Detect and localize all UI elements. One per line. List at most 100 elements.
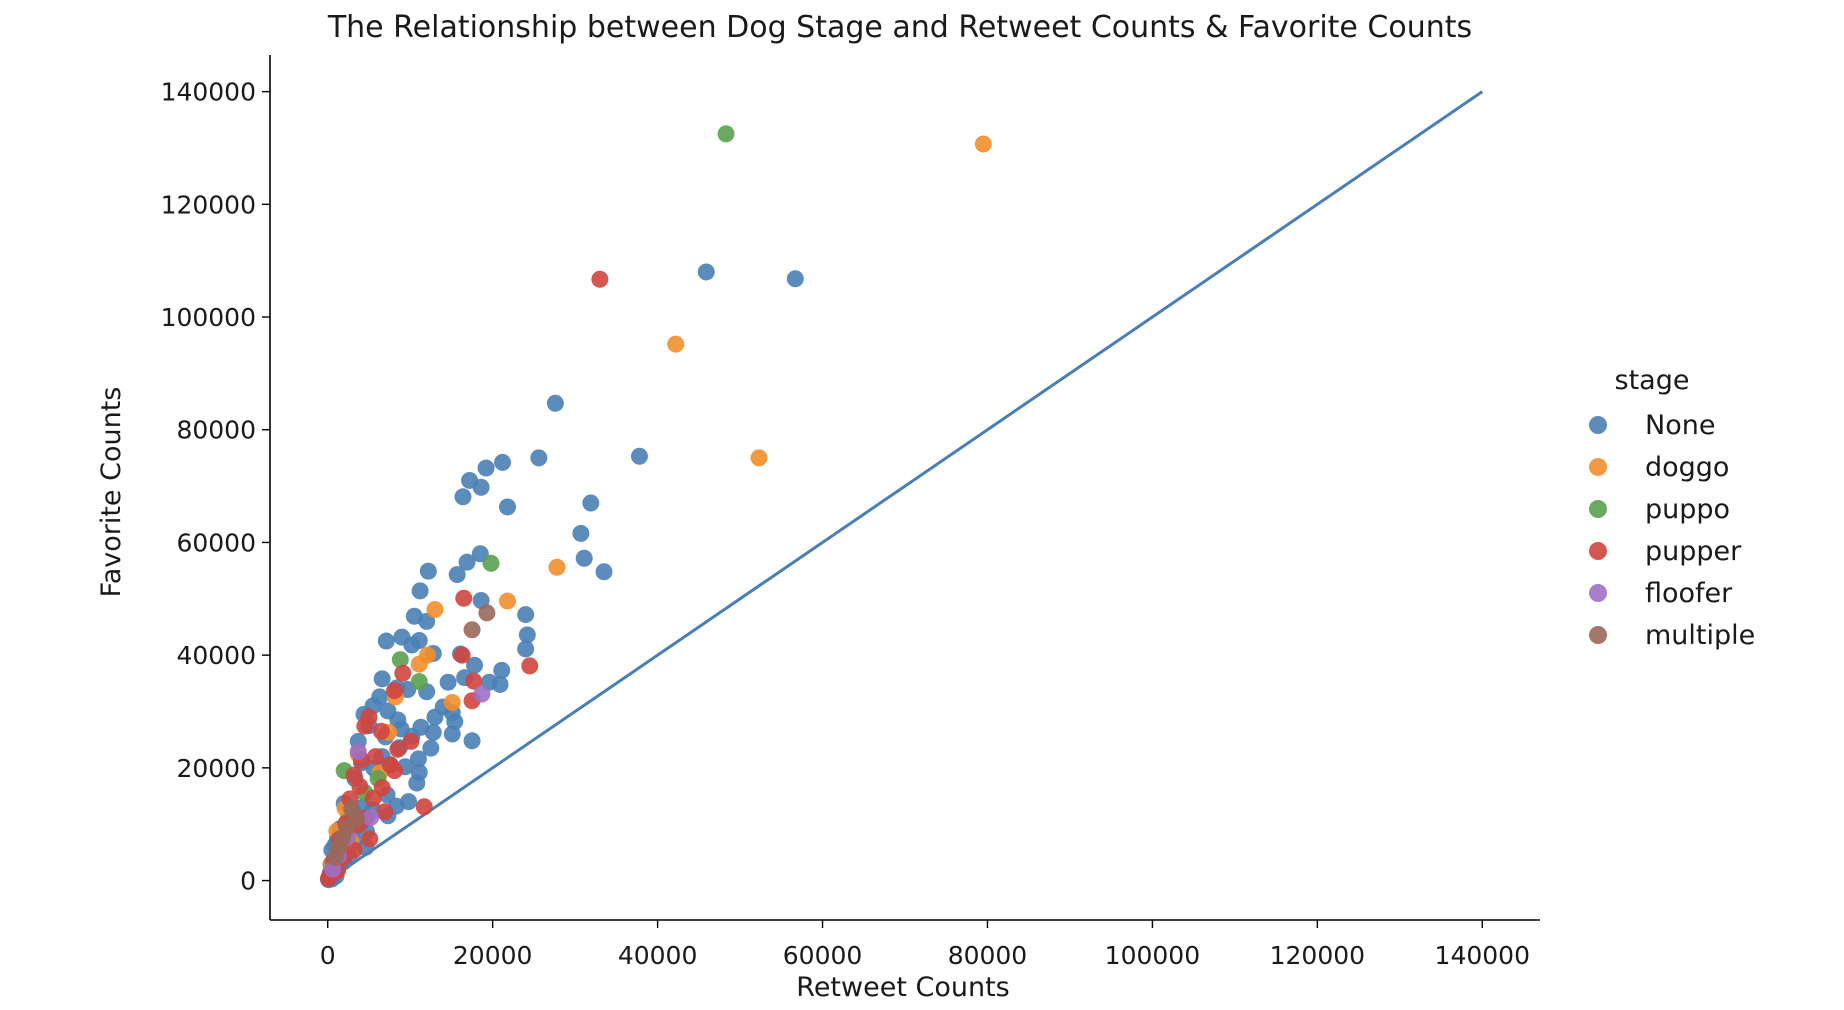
data-point bbox=[443, 693, 461, 711]
legend-label: multiple bbox=[1645, 620, 1755, 651]
legend-label: floofer bbox=[1645, 578, 1733, 609]
data-point bbox=[403, 636, 421, 654]
data-point bbox=[517, 606, 535, 624]
series-multiple bbox=[326, 604, 496, 866]
data-point bbox=[454, 488, 472, 506]
data-point bbox=[362, 808, 380, 826]
chart-title: The Relationship between Dog Stage and R… bbox=[327, 10, 1472, 45]
x-tick-label: 60000 bbox=[783, 941, 863, 970]
data-point bbox=[419, 562, 437, 580]
data-point bbox=[410, 673, 428, 691]
data-point bbox=[472, 478, 490, 496]
x-tick-label: 140000 bbox=[1435, 941, 1530, 970]
data-point bbox=[448, 566, 466, 584]
y-tick-label: 100000 bbox=[161, 303, 256, 332]
data-point bbox=[477, 459, 495, 477]
y-tick-label: 60000 bbox=[176, 528, 256, 557]
data-point bbox=[389, 740, 407, 758]
y-tick-label: 40000 bbox=[176, 641, 256, 670]
data-point bbox=[478, 604, 496, 622]
data-point bbox=[466, 656, 484, 674]
data-point bbox=[356, 717, 374, 735]
data-point bbox=[667, 335, 685, 353]
data-point bbox=[458, 553, 476, 571]
data-point bbox=[717, 125, 735, 143]
x-tick-label: 40000 bbox=[618, 941, 698, 970]
legend-marker bbox=[1589, 416, 1607, 434]
data-point bbox=[326, 848, 344, 866]
data-point bbox=[410, 655, 428, 673]
data-point bbox=[530, 449, 548, 467]
data-point bbox=[499, 498, 517, 516]
y-tick-label: 140000 bbox=[161, 78, 256, 107]
data-point bbox=[595, 563, 613, 581]
x-tick-label: 80000 bbox=[948, 941, 1028, 970]
data-point bbox=[494, 453, 512, 471]
data-point bbox=[415, 798, 433, 816]
data-point bbox=[443, 725, 461, 743]
data-point bbox=[521, 657, 539, 675]
data-point bbox=[786, 270, 804, 288]
data-point bbox=[349, 743, 367, 761]
y-ticks: 0 20000 40000 60000 80000 100000 120000 140000 bbox=[161, 78, 270, 896]
x-tick-label: 0 bbox=[320, 941, 336, 970]
y-axis-label: Favorite Counts bbox=[96, 387, 127, 598]
data-point bbox=[373, 670, 391, 688]
legend-marker bbox=[1589, 626, 1607, 644]
data-point bbox=[572, 524, 590, 542]
data-point bbox=[465, 672, 483, 690]
data-point bbox=[518, 626, 536, 644]
y-tick-label: 0 bbox=[240, 867, 256, 896]
data-point bbox=[697, 263, 715, 281]
data-point bbox=[351, 777, 369, 795]
data-point bbox=[376, 803, 394, 821]
data-point bbox=[402, 732, 420, 750]
legend-marker bbox=[1589, 542, 1607, 560]
data-point bbox=[582, 494, 600, 512]
data-point bbox=[591, 270, 609, 288]
y-tick-label: 20000 bbox=[176, 754, 256, 783]
data-point bbox=[974, 135, 992, 153]
data-point bbox=[439, 673, 457, 691]
x-ticks: 0 20000 40000 60000 80000 100000 120000 140000 bbox=[320, 920, 1530, 970]
x-tick-label: 100000 bbox=[1105, 941, 1200, 970]
data-point bbox=[546, 394, 564, 412]
data-point bbox=[463, 732, 481, 750]
legend-label: puppo bbox=[1645, 494, 1730, 525]
legend-label: pupper bbox=[1645, 536, 1742, 567]
data-point bbox=[361, 830, 379, 848]
data-point bbox=[411, 582, 429, 600]
legend: stage None doggo puppo pupper floofer multipl… bbox=[1589, 365, 1755, 651]
data-point bbox=[493, 661, 511, 679]
data-point bbox=[750, 449, 768, 467]
data-point bbox=[517, 640, 535, 658]
data-point bbox=[418, 612, 436, 630]
data-point bbox=[367, 748, 385, 766]
data-point bbox=[548, 558, 566, 576]
data-point bbox=[630, 447, 648, 465]
reference-line bbox=[326, 90, 1484, 882]
legend-title: stage bbox=[1615, 365, 1690, 396]
data-points bbox=[320, 125, 992, 889]
x-tick-label: 20000 bbox=[453, 941, 533, 970]
data-point bbox=[372, 722, 390, 740]
data-point bbox=[426, 708, 444, 726]
data-point bbox=[482, 554, 500, 572]
series-none bbox=[320, 263, 804, 889]
data-point bbox=[453, 646, 471, 664]
data-point bbox=[371, 688, 389, 706]
data-point bbox=[499, 592, 517, 610]
data-point bbox=[364, 789, 382, 807]
legend-label: None bbox=[1645, 410, 1715, 441]
data-point bbox=[377, 632, 395, 650]
legend-marker bbox=[1589, 500, 1607, 518]
data-point bbox=[473, 685, 491, 703]
data-point bbox=[426, 601, 444, 619]
data-point bbox=[409, 750, 427, 768]
data-point bbox=[463, 621, 481, 639]
data-point bbox=[575, 549, 593, 567]
data-point bbox=[391, 651, 409, 669]
data-point bbox=[422, 739, 440, 757]
